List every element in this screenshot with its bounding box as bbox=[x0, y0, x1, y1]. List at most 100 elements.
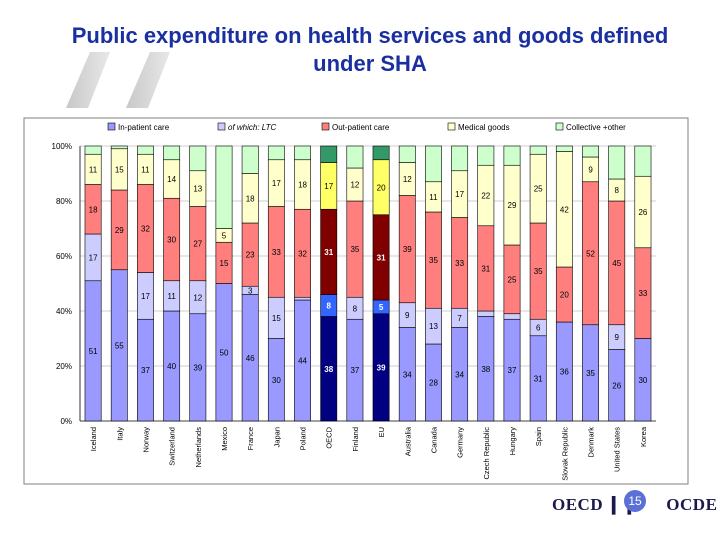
bar-segment bbox=[163, 145, 181, 161]
data-label: 26 bbox=[612, 381, 621, 390]
bar-segment bbox=[451, 145, 469, 172]
data-label: 20 bbox=[560, 291, 569, 300]
data-label: 20 bbox=[377, 183, 386, 192]
data-label: 37 bbox=[508, 366, 517, 375]
bar-segment bbox=[582, 145, 599, 158]
data-label: 25 bbox=[508, 275, 517, 284]
y-tick-label: 20% bbox=[56, 362, 72, 371]
x-tick-label: Denmark bbox=[587, 427, 596, 458]
data-label: 30 bbox=[167, 236, 176, 245]
data-label: 42 bbox=[560, 205, 569, 214]
data-label: 31 bbox=[534, 374, 543, 383]
data-label: 15 bbox=[220, 259, 229, 268]
data-label: 34 bbox=[455, 370, 464, 379]
y-tick-label: 40% bbox=[56, 307, 72, 316]
data-label: 36 bbox=[560, 368, 569, 377]
data-label: 39 bbox=[403, 245, 412, 254]
data-label: 17 bbox=[324, 182, 333, 191]
data-label: 32 bbox=[141, 225, 150, 234]
data-label: 11 bbox=[167, 292, 176, 301]
data-label: 31 bbox=[377, 253, 386, 262]
data-label: 39 bbox=[193, 363, 202, 372]
bar-segment bbox=[189, 145, 207, 172]
x-tick-label: Switzerland bbox=[168, 427, 177, 466]
logo-right-text: OCDE bbox=[666, 495, 718, 514]
data-label: 51 bbox=[89, 347, 98, 356]
data-label: 35 bbox=[429, 256, 438, 265]
data-label: 30 bbox=[272, 376, 281, 385]
x-tick-label: Korea bbox=[639, 426, 648, 447]
data-label: 30 bbox=[638, 376, 647, 385]
data-label: 18 bbox=[298, 181, 307, 190]
legend-label: Out-patient care bbox=[332, 123, 390, 132]
data-label: 9 bbox=[405, 311, 410, 320]
y-tick-label: 60% bbox=[56, 252, 72, 261]
x-tick-label: OECD bbox=[325, 426, 334, 448]
data-label: 8 bbox=[353, 304, 358, 313]
x-tick-label: Germany bbox=[456, 427, 465, 458]
data-label: 12 bbox=[350, 181, 359, 190]
x-tick-label: Japan bbox=[272, 427, 281, 447]
data-label: 18 bbox=[246, 194, 255, 203]
x-tick-label: Italy bbox=[115, 427, 124, 441]
data-label: 34 bbox=[403, 370, 412, 379]
data-label: 45 bbox=[612, 259, 621, 268]
slide-number: 15 bbox=[624, 490, 646, 512]
legend-swatch bbox=[555, 122, 564, 131]
x-tick-label: Hungary bbox=[508, 427, 517, 456]
bar-segment bbox=[608, 145, 626, 180]
bar-segment bbox=[634, 145, 652, 177]
logo-left-text: OECD bbox=[552, 495, 604, 514]
y-tick-label: 80% bbox=[56, 197, 72, 206]
data-label: 13 bbox=[429, 322, 438, 331]
data-label: 38 bbox=[324, 365, 333, 374]
data-label: 9 bbox=[615, 333, 620, 342]
data-label: 25 bbox=[534, 185, 543, 194]
data-label: 39 bbox=[377, 363, 386, 372]
data-label: 8 bbox=[327, 302, 332, 311]
bar-segment bbox=[477, 310, 495, 317]
legend-swatch bbox=[217, 122, 226, 131]
bar-segment bbox=[555, 145, 573, 152]
data-label: 11 bbox=[429, 193, 438, 202]
data-label: 6 bbox=[536, 324, 541, 333]
data-label: 33 bbox=[638, 289, 647, 298]
data-label: 26 bbox=[638, 208, 647, 217]
bar-segment bbox=[267, 145, 285, 161]
legend-label: of which: LTC bbox=[228, 123, 277, 132]
data-label: 15 bbox=[115, 165, 124, 174]
data-label: 50 bbox=[220, 348, 229, 357]
data-label: 22 bbox=[481, 192, 490, 201]
x-tick-label: Finland bbox=[351, 427, 360, 452]
data-label: 44 bbox=[298, 357, 307, 366]
data-label: 5 bbox=[379, 303, 384, 312]
data-label: 14 bbox=[167, 175, 176, 184]
data-label: 35 bbox=[350, 245, 359, 254]
data-label: 11 bbox=[141, 165, 150, 174]
legend-label: In-patient care bbox=[118, 123, 170, 132]
x-tick-label: Norway bbox=[141, 427, 150, 453]
data-label: 18 bbox=[89, 205, 98, 214]
y-tick-label: 0% bbox=[60, 417, 72, 426]
data-label: 55 bbox=[115, 341, 124, 350]
x-tick-label: Australia bbox=[403, 426, 412, 456]
x-tick-label: Netherlands bbox=[194, 427, 203, 468]
legend-swatch bbox=[447, 122, 456, 131]
bar-segment bbox=[425, 145, 442, 183]
data-label: 13 bbox=[193, 185, 202, 194]
legend-label: Collective +other bbox=[566, 123, 626, 132]
data-label: 31 bbox=[324, 248, 333, 257]
data-label: 17 bbox=[89, 253, 98, 262]
data-label: 17 bbox=[141, 292, 150, 301]
legend-label: Medical goods bbox=[458, 123, 510, 132]
data-label: 40 bbox=[167, 362, 176, 371]
data-label: 52 bbox=[586, 249, 595, 258]
data-label: 33 bbox=[455, 259, 464, 268]
plot-area: 0%20%40%60%80%100%51171811Iceland552915I… bbox=[52, 142, 656, 481]
data-label: 37 bbox=[141, 366, 150, 375]
bar-segment bbox=[398, 145, 416, 163]
legend-swatch bbox=[321, 122, 330, 131]
data-label: 35 bbox=[586, 369, 595, 378]
bar-segment bbox=[137, 145, 154, 155]
bar-segment bbox=[503, 313, 521, 320]
